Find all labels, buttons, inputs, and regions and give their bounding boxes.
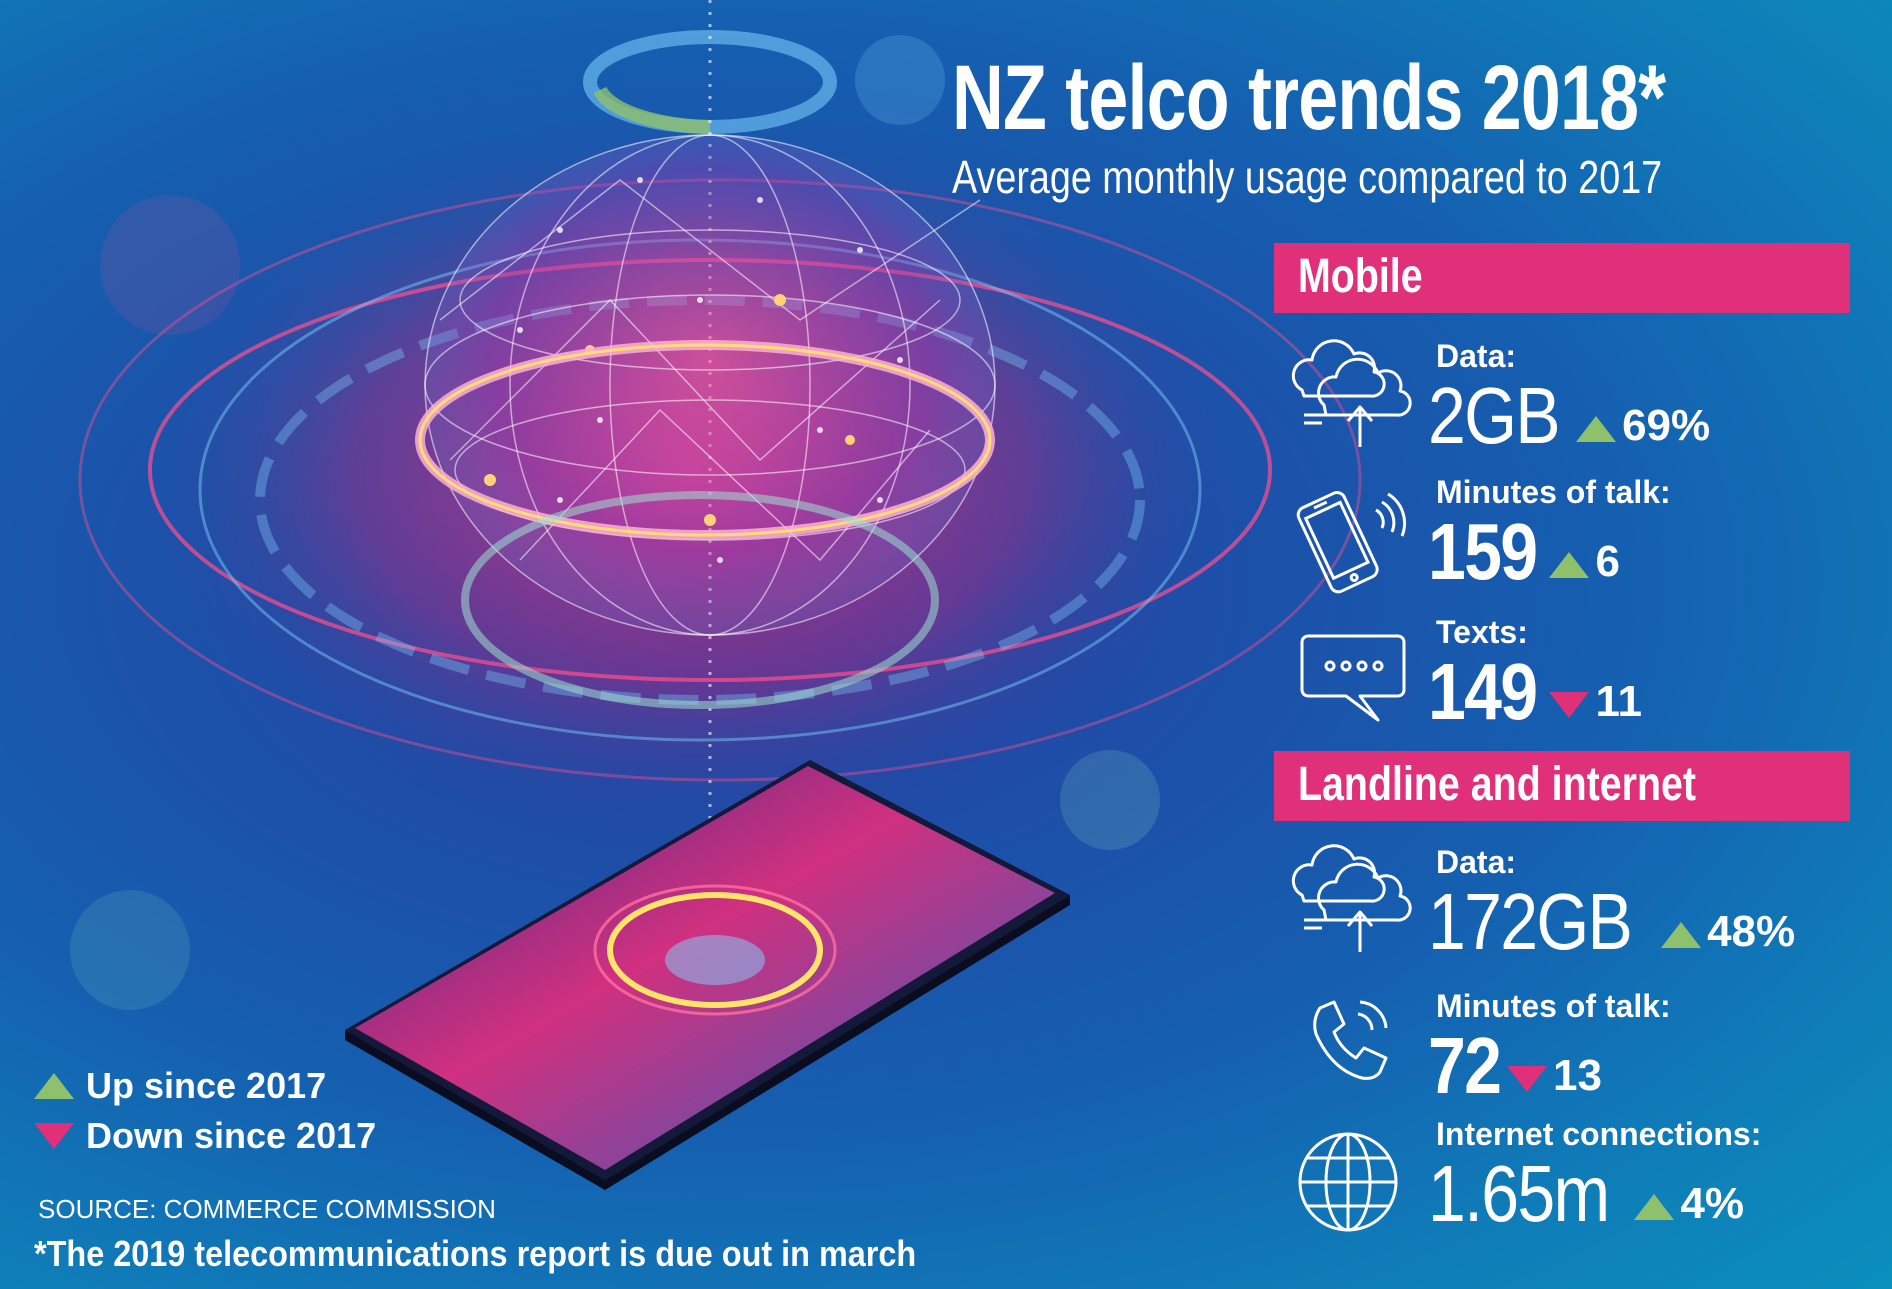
source-credit: SOURCE: COMMERCE COMMISSION [38,1194,496,1224]
legend-down: Down since 2017 [34,1118,376,1154]
globe-icon [1298,1132,1398,1232]
up-triangle-icon [1549,552,1590,578]
mobile-section-header: Mobile [1274,243,1850,313]
down-triangle-icon [1549,692,1590,718]
footnote: *The 2019 telecommunications report is d… [34,1233,917,1274]
mobile-texts-label: Texts: [1436,614,1528,650]
landline-data-value: 172GB [1428,877,1633,966]
mobile-data-change: 69% [1622,401,1711,450]
mobile-talk-value: 159 [1428,507,1538,596]
cloud-transfer-icon [1291,844,1412,952]
mobile-talk-label: Minutes of talk: [1436,474,1671,510]
page-subtitle: Average monthly usage compared to 2017 [952,151,1663,203]
speech-bubble-icon [1300,634,1406,722]
mobile-heading: Mobile [1298,250,1423,303]
down-triangle-icon [1506,1066,1547,1092]
landline-talk-change: 13 [1552,1051,1602,1100]
mobile-texts-value: 149 [1428,647,1538,736]
landline-data-label: Data: [1436,844,1517,880]
phone-handset-icon [1313,1000,1388,1080]
mobile-data-value: 2GB [1428,371,1561,460]
up-triangle-icon [1661,922,1702,948]
internet-connections-label: Internet connections: [1436,1116,1762,1152]
legend-up: Up since 2017 [34,1068,326,1104]
up-triangle-icon [1634,1194,1675,1220]
up-triangle-icon [1576,416,1617,442]
landline-talk-value: 72 [1428,1021,1502,1110]
page-title: NZ telco trends 2018* [952,47,1666,149]
landline-section-header: Landline and internet [1274,751,1850,821]
down-triangle-icon [34,1123,74,1149]
mobile-data-label: Data: [1436,338,1517,374]
legend-down-label: Down since 2017 [86,1115,377,1156]
internet-connections-change: 4% [1680,1179,1744,1228]
landline-heading: Landline and internet [1298,758,1697,811]
landline-talk-label: Minutes of talk: [1436,988,1671,1024]
mobile-talk-change: 6 [1595,537,1620,586]
mobile-texts-change: 11 [1595,677,1642,726]
internet-connections-value: 1.65m [1428,1149,1610,1238]
up-triangle-icon [34,1073,74,1099]
mobile-phone-icon [1296,491,1406,594]
cloud-transfer-icon [1291,339,1412,447]
legend-up-label: Up since 2017 [86,1065,327,1106]
landline-data-change: 48% [1707,907,1796,956]
